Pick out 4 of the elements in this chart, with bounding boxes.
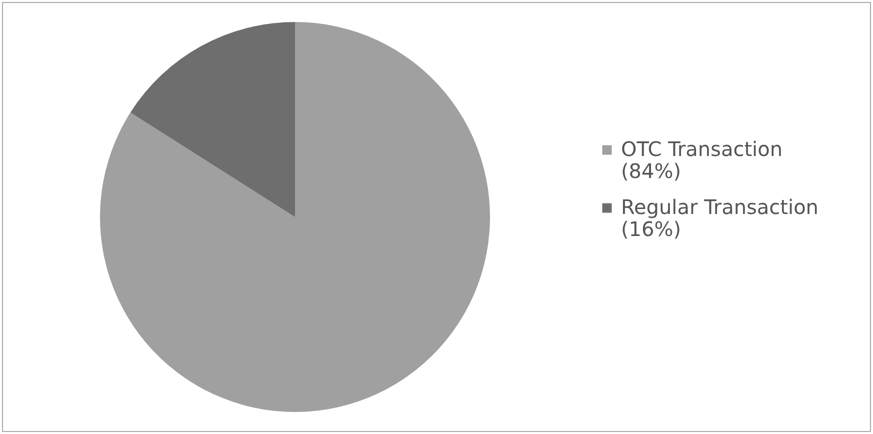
pie-slice [100,22,490,412]
pie-slice [130,22,295,217]
legend-label: OTC Transaction (84%) [621,137,783,183]
legend-label: Regular Transaction (16%) [621,195,818,241]
